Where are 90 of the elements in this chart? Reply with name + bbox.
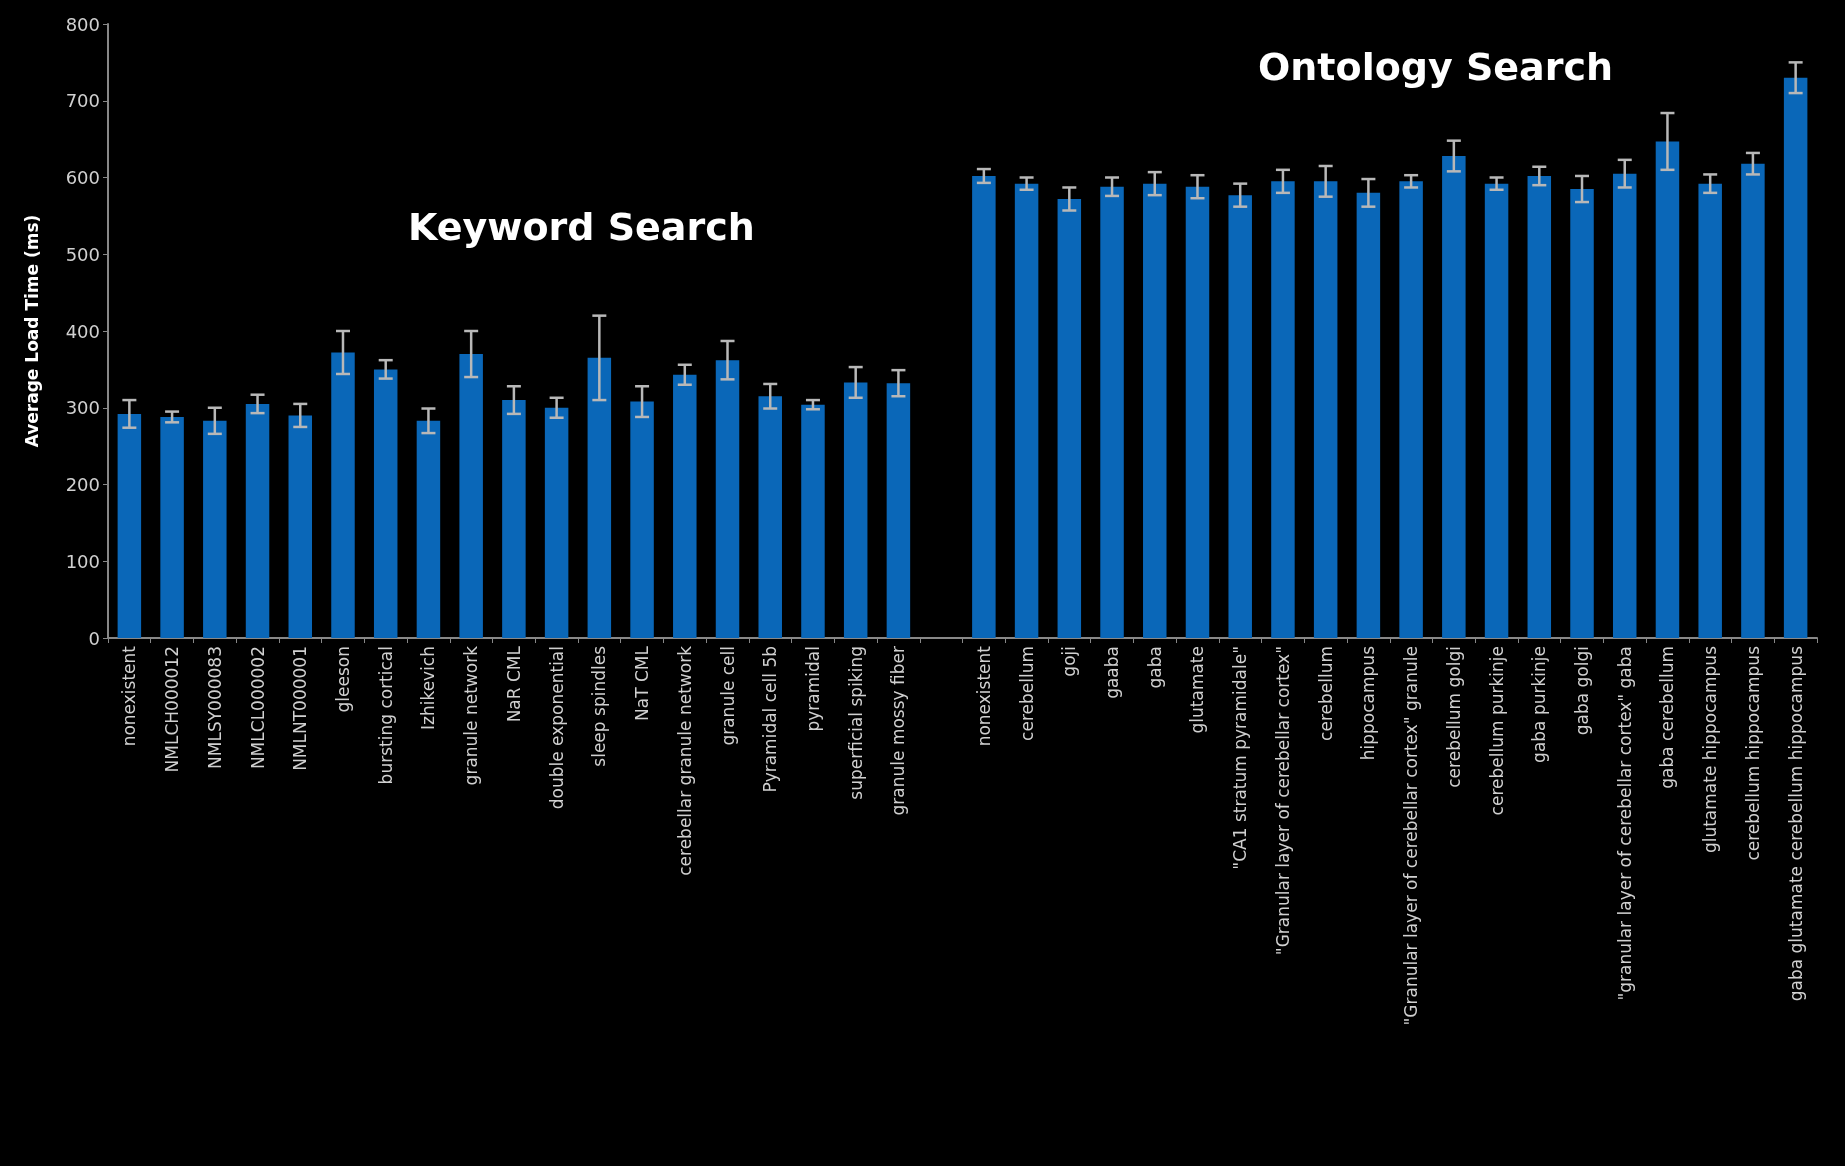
x-tick-label: "granular layer of cerebellar cortex" gaba <box>1614 646 1635 1001</box>
x-tick-label: bursting cortical <box>375 646 396 785</box>
bar <box>1185 186 1210 638</box>
bar <box>459 354 483 638</box>
bar <box>1100 186 1124 638</box>
x-tick-label: superficial spiking <box>845 646 866 800</box>
x-tick-label: double exponential <box>546 646 567 810</box>
bar <box>1228 195 1252 638</box>
y-tick-label: 600 <box>65 167 100 188</box>
bar <box>1698 183 1722 638</box>
bar <box>1014 183 1039 638</box>
bar <box>843 382 868 638</box>
bar <box>1143 183 1167 638</box>
x-tick-label: Izhikevich <box>418 646 439 731</box>
x-tick-label: cerebellum <box>1315 646 1336 741</box>
bar <box>331 352 355 638</box>
bar <box>1271 181 1295 638</box>
x-tick-label: NaT CML <box>632 645 653 721</box>
bar <box>1356 192 1381 638</box>
y-tick-label: 200 <box>65 474 100 495</box>
x-tick-label: gaaba <box>1102 646 1123 699</box>
bar <box>1313 181 1338 638</box>
x-tick-label: glutamate <box>1187 646 1208 734</box>
x-tick-label: "Granular layer of cerebellar cortex" <box>1272 646 1293 956</box>
x-tick-label: cerebellar granule network <box>674 645 695 876</box>
bar <box>117 413 142 638</box>
bar <box>1783 77 1808 638</box>
y-tick-label: 700 <box>65 90 100 112</box>
bar <box>544 407 569 638</box>
bar <box>587 357 612 638</box>
annotation: Keyword Search <box>408 205 755 249</box>
x-tick-label: gaba cerebellum <box>1657 646 1678 789</box>
x-tick-label: granule mossy fiber <box>888 645 909 816</box>
y-tick-label: 500 <box>65 243 100 265</box>
bar <box>502 400 526 638</box>
bar <box>1442 156 1466 638</box>
bar <box>972 175 996 638</box>
x-tick-label: "CA1 stratum pyramidale" <box>1230 646 1251 870</box>
x-tick-label: gaba glutamate cerebellum hippocampus <box>1785 645 1806 1002</box>
bar <box>1655 141 1680 638</box>
bar <box>203 420 227 638</box>
y-tick-label: 100 <box>65 550 100 572</box>
x-tick-label: NaR CML <box>503 645 524 723</box>
x-tick-label: cerebellum <box>1016 646 1037 741</box>
y-axis-title: Average Load Time (ms) <box>21 214 42 448</box>
x-tick-label: NMLNT000001 <box>290 646 311 771</box>
bar <box>160 416 184 638</box>
x-tick-label: cerebellum hippocampus <box>1742 645 1763 861</box>
y-tick-label: 300 <box>65 397 100 419</box>
bar <box>288 415 313 638</box>
x-tick-label: Pyramidal cell 5b <box>760 646 781 793</box>
bar <box>373 369 398 638</box>
x-tick-label: gaba golgi <box>1572 646 1593 736</box>
x-tick-label: gaba purkinje <box>1529 646 1550 763</box>
x-tick-label: cerebellum golgi <box>1443 646 1464 788</box>
x-tick-label: "Granular layer of cerebellar cortex" granule <box>1401 646 1422 1026</box>
x-tick-label: sleep spindles <box>589 645 610 767</box>
bar <box>1612 173 1637 638</box>
bar <box>801 404 825 638</box>
bar <box>245 403 270 638</box>
bar <box>886 383 911 638</box>
bar <box>715 360 740 638</box>
x-tick-label: glutamate hippocampus <box>1700 645 1721 854</box>
bar <box>673 374 697 638</box>
y-tick-label: 0 <box>88 627 100 649</box>
annotation: Ontology Search <box>1258 45 1614 89</box>
y-tick-label: 400 <box>65 320 100 342</box>
x-tick-label: nonexistent <box>119 645 140 747</box>
x-tick-label: nonexistent <box>973 645 994 747</box>
bar <box>1527 175 1552 638</box>
x-tick-label: hippocampus <box>1358 645 1379 761</box>
x-tick-label: NMLSY000083 <box>204 646 225 769</box>
bar <box>1484 183 1509 638</box>
bar <box>416 420 441 638</box>
bar <box>1741 163 1765 638</box>
x-tick-label: goji <box>1059 646 1080 677</box>
x-tick-label: cerebellum purkinje <box>1486 646 1507 816</box>
bar <box>1057 198 1082 638</box>
x-tick-label: pyramidal <box>802 646 823 732</box>
x-tick-label: granule network <box>461 645 482 786</box>
bar <box>758 396 782 638</box>
x-tick-label: gaba <box>1144 646 1165 689</box>
y-tick-label: 800 <box>65 13 100 35</box>
bar <box>630 401 654 638</box>
x-tick-label: gleeson <box>332 646 353 713</box>
x-tick-label: granule cell <box>717 646 738 746</box>
bar <box>1399 181 1423 638</box>
x-tick-label: NMLCL000002 <box>247 646 268 770</box>
x-tick-label: NMLCH000012 <box>162 646 183 773</box>
bar <box>1570 189 1594 638</box>
